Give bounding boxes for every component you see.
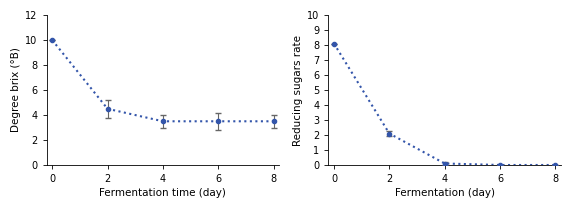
X-axis label: Fermentation (day): Fermentation (day) [395, 188, 495, 198]
Y-axis label: Reducing sugars rate: Reducing sugars rate [293, 35, 303, 146]
Y-axis label: Degree brix (°B): Degree brix (°B) [11, 48, 21, 132]
X-axis label: Fermentation time (day): Fermentation time (day) [100, 188, 227, 198]
